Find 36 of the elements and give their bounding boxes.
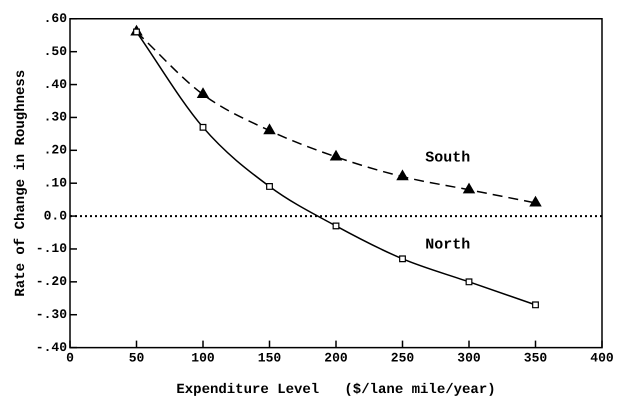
y-tick-label: -.10: [36, 241, 68, 256]
y-tick-label: .40: [44, 76, 68, 92]
point: [332, 222, 340, 230]
point: [399, 255, 406, 262]
x-tick-label: 150: [258, 350, 282, 366]
point: [197, 88, 209, 98]
y-tick-label: .20: [44, 142, 68, 158]
x-tick-label: 250: [390, 350, 414, 366]
x-tick-label: 0: [66, 350, 74, 366]
x-tick-label: 350: [524, 350, 548, 366]
point: [532, 301, 539, 308]
x-tick-label: 50: [128, 350, 144, 366]
x-tick-label: 400: [590, 350, 614, 366]
x-tick-label: 300: [457, 350, 481, 366]
x-axis-title: Expenditure Level ($/lane mile/year): [176, 382, 496, 398]
point: [463, 183, 475, 194]
series-label: South: [425, 149, 470, 166]
y-tick-label: .50: [44, 44, 68, 59]
y-tick-label: 0.0: [44, 208, 68, 224]
y-tick-label: -.30: [36, 307, 68, 322]
point: [330, 150, 342, 160]
point: [266, 183, 273, 190]
point: [264, 124, 276, 134]
x-tick-label: 100: [191, 350, 215, 366]
x-tick-label: 200: [324, 350, 348, 366]
point: [466, 278, 472, 286]
point: [396, 170, 408, 180]
y-tick-label: .30: [44, 110, 68, 125]
y-tick-label: .10: [44, 175, 68, 190]
y-axis-title: Rate of Change in Roughness: [12, 70, 29, 297]
y-tick-label: -.40: [36, 340, 68, 355]
point: [530, 196, 542, 207]
point: [200, 124, 206, 131]
series-label: North: [425, 236, 470, 254]
y-tick-label: .60: [44, 11, 68, 26]
y-tick-label: -.20: [36, 274, 68, 290]
